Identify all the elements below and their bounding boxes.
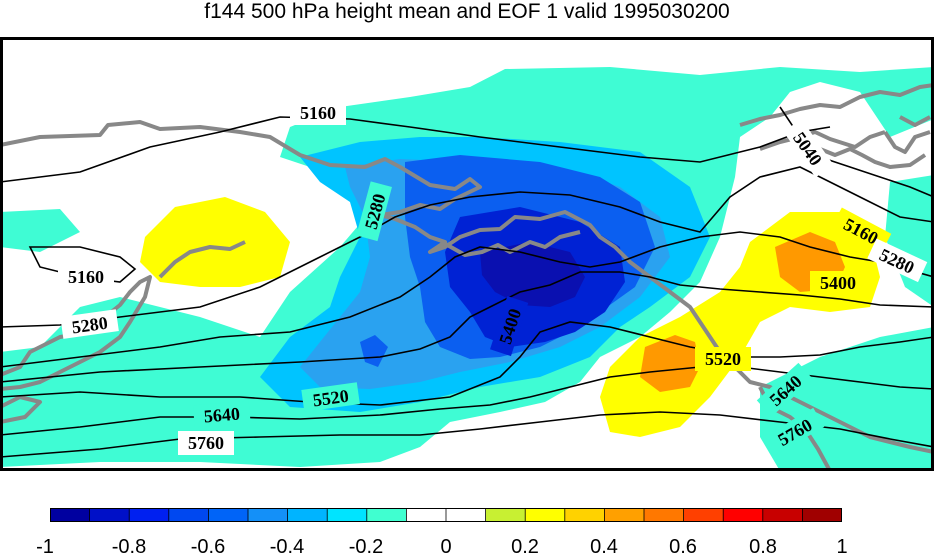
colorbar-svg (50, 508, 842, 522)
colorbar-swatch (406, 508, 447, 522)
shade-neg-1b (0, 209, 80, 252)
colorbar-tick-label: 0.2 (511, 536, 539, 558)
colorbar-swatch (89, 508, 130, 522)
colorbar-border (50, 508, 842, 522)
colorbar-tick-label: 0.8 (749, 536, 777, 558)
map-frame (0, 37, 934, 471)
shade-neg-4b (360, 335, 388, 367)
map-canvas: 5160 5040 5280 5160 5160 5280 5400 5400 … (0, 37, 934, 471)
colorbar-tick-label: -0.2 (348, 536, 384, 558)
colorbar-swatch (446, 508, 487, 522)
colorbar-swatch (525, 508, 566, 522)
colorbar-swatch (327, 508, 368, 522)
colorbar-swatch (604, 508, 645, 522)
colorbar-swatch (802, 508, 842, 522)
colorbar-tick-label: -1 (36, 536, 54, 558)
colorbar-swatch (564, 508, 605, 522)
colorbar-swatch (683, 508, 724, 522)
contour-label: 5160 (68, 267, 104, 287)
colorbar-swatch (644, 508, 685, 522)
colorbar-swatch (287, 508, 328, 522)
colorbar-tick-label: -0.4 (269, 536, 305, 558)
colorbar-swatch (762, 508, 803, 522)
shade-neg-6 (480, 242, 585, 307)
height-contours (0, 106, 934, 458)
colorbar-swatch (50, 508, 91, 522)
colorbar (50, 508, 842, 522)
colorbar-tick-label: -0.8 (111, 536, 147, 558)
shade-pos-2b (640, 335, 700, 392)
map-title: f144 500 hPa height mean and EOF 1 valid… (204, 0, 730, 23)
shade-pos-1 (140, 197, 290, 287)
colorbar-tick-label: 1 (836, 536, 848, 558)
contour-label: 5400 (820, 273, 856, 293)
colorbar-tick-label: 0.6 (669, 536, 697, 558)
colorbar-swatch (366, 508, 407, 522)
colorbar-swatch (129, 508, 170, 522)
colorbar-swatch (168, 508, 209, 522)
contour-label: 5160 (300, 103, 336, 123)
colorbar-tick-label: 0.4 (590, 536, 618, 558)
colorbar-labels: -1 -0.8 -0.6 -0.4 -0.2 0 0.2 0.4 0.6 0.8… (0, 536, 934, 558)
colorbar-swatch (485, 508, 526, 522)
contour-label: 5520 (312, 386, 350, 411)
contour-label-group: 5160 5040 5280 5160 5160 5280 5400 5400 … (58, 101, 928, 455)
colorbar-swatch (208, 508, 249, 522)
contour-label: 5640 (203, 403, 241, 426)
coastlines (0, 83, 934, 471)
contour-label: 5280 (71, 313, 109, 338)
map-panel: 5160 5040 5280 5160 5160 5280 5400 5400 … (0, 37, 934, 471)
colorbar-swatch (723, 508, 764, 522)
contour-label: 5760 (188, 433, 224, 453)
eof-shading (0, 67, 934, 471)
colorbar-swatch (248, 508, 289, 522)
colorbar-tick-label: 0 (440, 536, 452, 558)
contour-label: 5520 (705, 349, 741, 369)
colorbar-tick-label: -0.6 (190, 536, 226, 558)
